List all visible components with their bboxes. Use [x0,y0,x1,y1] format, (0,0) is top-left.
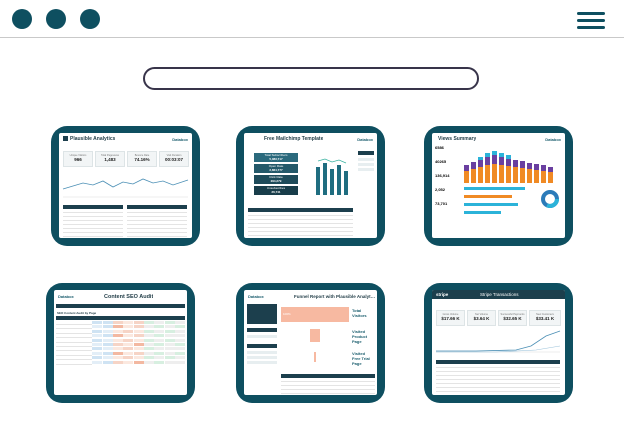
card-title: Content SEO Audit [104,294,154,300]
seo-audit-table [56,316,185,365]
stat-block: Total Subscribers 5,083,717 [254,153,298,162]
funnel-bar-total: 100% [281,307,349,322]
template-thumbnail: Free Mailchimp Template Databox Total Su… [244,133,377,238]
donut-chart [541,190,559,208]
template-card-views-summary[interactable]: Views Summary Databox 6586 40265 136,914… [424,126,573,246]
funnel-bar-product [310,329,320,342]
kpi-tile: Total Pageviews 1,483 [95,151,125,167]
kpi-tile: Bounce Rate 74.16% [127,151,157,167]
kpi-tile: Gross Volume $17.66 K [436,310,465,326]
data-table-left [63,205,123,238]
card-title: Free Mailchimp Template [264,136,324,142]
stat-block: Open Rate 2,864,777 [254,164,298,173]
side-panel [247,304,277,395]
logo-icon [63,136,68,141]
stat-block: Click Rate 294,279 [254,175,298,184]
template-card-mailchimp[interactable]: Free Mailchimp Template Databox Total Su… [236,126,385,246]
top-bar [0,0,624,38]
stat-block: Unsubscribes 36,741 [254,186,298,195]
template-thumbnail: stripe Stripe Transactions Gross Volume $… [432,290,565,395]
template-thumbnail: Databox Content SEO Audit SEO Content Au… [54,290,187,395]
card-title: Stripe Transactions [480,292,519,297]
kpi-tile: Net Volume $3.64 K [467,310,496,326]
window-minimize-dot[interactable] [46,9,66,29]
line-chart [62,178,189,198]
volume-line-chart [436,330,561,353]
stripe-logo: stripe [436,292,449,297]
funnel-step-label: Visited Product Page [352,329,368,344]
search-input[interactable] [143,67,479,90]
template-thumbnail: Views Summary Databox 6586 40265 136,914… [432,133,565,238]
campaign-table [248,208,353,236]
bar-chart [316,158,348,195]
funnel-step-label: Total Visitors [352,308,367,318]
kpi-tile: New Customers $33.41 K [529,310,561,326]
window-maximize-dot[interactable] [80,9,100,29]
card-title: Views Summary [438,136,477,142]
funnel-bar-trial [314,352,316,362]
funnel-table [281,374,375,394]
template-card-plausible-analytics[interactable]: Plausible Analytics Databox Unique Visit… [51,126,200,246]
template-thumbnail: Databox Funnel Report with Plausible Ana… [244,290,377,395]
template-card-funnel-report[interactable]: Databox Funnel Report with Plausible Ana… [236,283,385,403]
brand-label: Databox [357,137,373,142]
side-panel [358,151,374,201]
stacked-bar-chart [464,151,553,183]
template-card-content-seo-audit[interactable]: Databox Content SEO Audit SEO Content Au… [46,283,195,403]
funnel-step-label: Visited Free Trial Page [352,351,370,366]
kpi-tile: Visit Duration 00:03:07 [159,151,189,167]
template-card-stripe-transactions[interactable]: stripe Stripe Transactions Gross Volume $… [424,283,573,403]
header-band [432,290,565,299]
window-close-dot[interactable] [12,9,32,29]
kpi-tile: Successful Payments $32.65 K [498,310,527,326]
transactions-table [436,360,560,392]
brand-label: Databox [172,137,188,142]
brand-label: Databox [248,294,264,299]
brand-label: Databox [545,137,561,142]
template-thumbnail: Plausible Analytics Databox Unique Visit… [59,133,192,238]
table-subtitle: SEO Content Audit by Page [57,311,97,315]
data-table-right [127,205,187,238]
kpi-tile: Unique Visitors 966 [63,151,93,167]
hamburger-menu-icon[interactable] [577,12,605,29]
kpi-column: 6586 40265 136,914 2,052 73,701 [435,145,450,206]
brand-label: Databox [58,294,74,299]
card-title: Funnel Report with Plausible Analytics [294,294,376,299]
card-title: Plausible Analytics [70,136,116,142]
progress-bars [464,187,532,214]
filter-bar [56,304,185,308]
